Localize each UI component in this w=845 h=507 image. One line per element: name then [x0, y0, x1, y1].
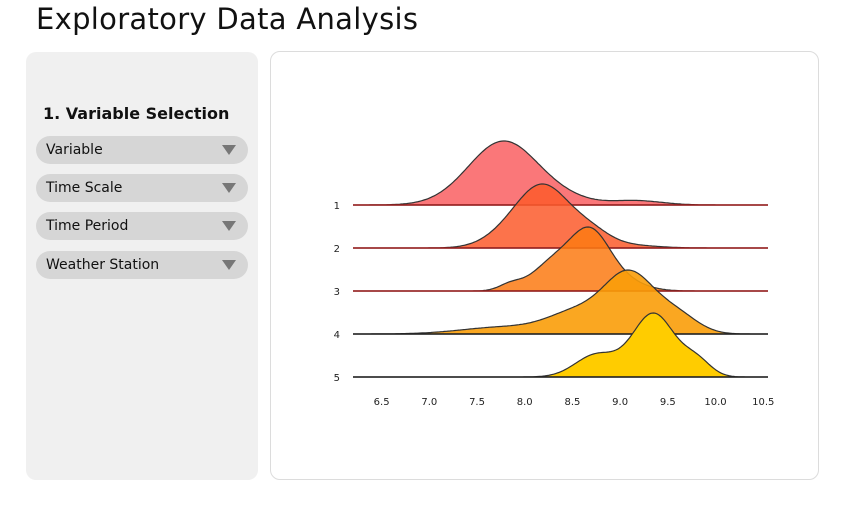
x-tick-label: 8.5 [564, 397, 580, 408]
time-scale-select-label: Time Scale [46, 180, 123, 196]
ridge-series-4 [353, 269, 768, 335]
ridge-row-label: 1 [334, 201, 340, 212]
time-period-select-label: Time Period [46, 218, 129, 234]
page-title: Exploratory Data Analysis [36, 2, 419, 36]
ridgeline-chart: 6.5 7.0 7.5 8.0 8.5 9.0 9.5 10.0 10.5 1 2 3 4 5 [334, 140, 774, 408]
chevron-down-icon [222, 145, 236, 155]
x-tick-label: 10.0 [704, 397, 726, 408]
ridge-series-2 [353, 183, 768, 249]
x-tick-label: 8.0 [517, 397, 533, 408]
ridge-row-label: 3 [334, 287, 340, 298]
variable-select-label: Variable [46, 142, 103, 158]
chart-card: 6.5 7.0 7.5 8.0 8.5 9.0 9.5 10.0 10.5 1 2 3 4 5 [270, 51, 819, 480]
section-title: 1. Variable Selection [43, 104, 230, 123]
x-tick-label: 9.5 [660, 397, 676, 408]
weather-station-select[interactable]: Weather Station [36, 251, 248, 279]
variable-select[interactable]: Variable [36, 136, 248, 164]
chevron-down-icon [222, 183, 236, 193]
chevron-down-icon [222, 260, 236, 270]
x-tick-label: 7.0 [421, 397, 437, 408]
ridge-row-label: 2 [334, 244, 340, 255]
ridge-row-label: 5 [334, 373, 340, 384]
x-tick-label: 10.5 [752, 397, 774, 408]
x-tick-label: 9.0 [612, 397, 628, 408]
sidebar: 1. Variable Selection Variable Time Scal… [26, 52, 258, 480]
weather-station-select-label: Weather Station [46, 257, 160, 273]
x-tick-label: 6.5 [374, 397, 390, 408]
x-tick-label: 7.5 [469, 397, 485, 408]
ridge-row-label: 4 [334, 330, 340, 341]
chevron-down-icon [222, 221, 236, 231]
time-period-select[interactable]: Time Period [36, 212, 248, 240]
time-scale-select[interactable]: Time Scale [36, 174, 248, 202]
